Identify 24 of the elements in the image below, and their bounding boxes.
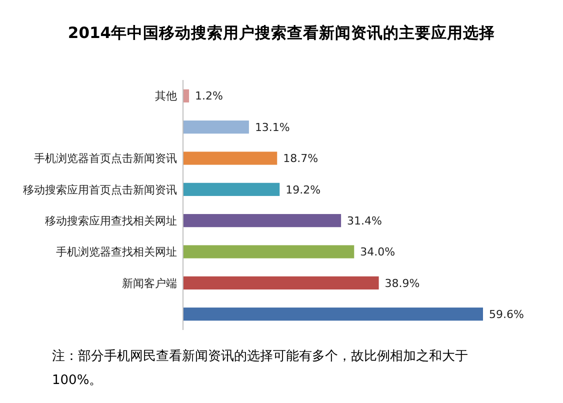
data-label: 34.0% xyxy=(360,246,396,259)
y-tick-label: 移动搜索应用首页点击新闻资讯 xyxy=(23,183,177,196)
data-label: 13.1% xyxy=(254,120,290,134)
text: 注：部分手机网民查看新闻资讯的选择可能有多个，故比例相加之和大于100%。 xyxy=(52,349,468,388)
y-tick-label: 新闻客户端 xyxy=(122,276,177,290)
bar xyxy=(183,308,483,321)
y-tick-label: 其他 xyxy=(155,90,177,103)
y-tick-label: 手机浏览器首页点击新闻资讯 xyxy=(34,152,177,166)
bar xyxy=(183,214,342,228)
data-label: 1.2% xyxy=(195,90,223,103)
data-label: 59.6% xyxy=(489,308,524,321)
y-tick-label: 手机浏览器查找相关网址 xyxy=(56,246,177,259)
data-label: 31.4% xyxy=(347,214,382,228)
data-label: 18.7% xyxy=(283,152,318,166)
data-label: 38.9% xyxy=(384,276,420,290)
bar xyxy=(183,245,354,258)
chart-title: 2014年中国移动搜索用户搜索查看新闻资讯的主要应用选择 xyxy=(68,23,496,42)
bar xyxy=(183,276,379,290)
bar xyxy=(183,120,249,134)
data-label: 19.2% xyxy=(286,183,321,196)
bar xyxy=(183,152,278,165)
bar xyxy=(183,89,190,102)
y-tick-label: 移动搜索应用查找相关网址 xyxy=(45,214,177,228)
bar xyxy=(183,182,280,196)
